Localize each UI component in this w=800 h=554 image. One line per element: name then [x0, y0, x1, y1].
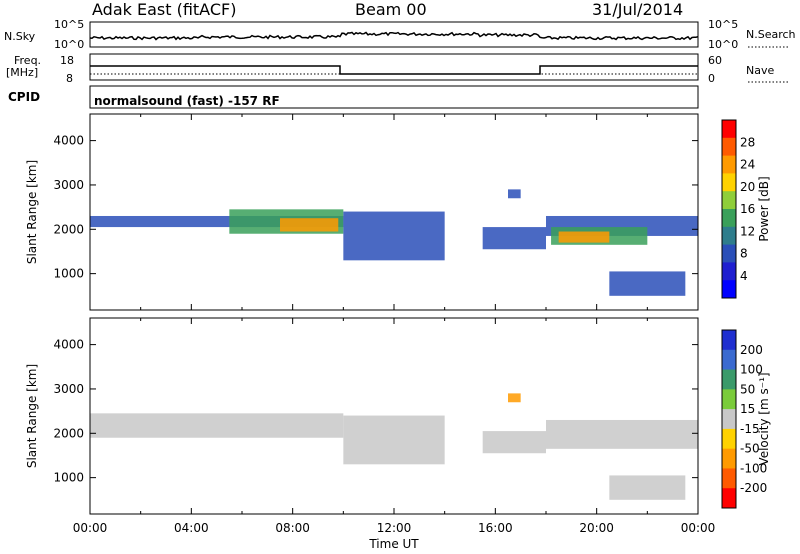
- y-tick-label: 1000: [53, 267, 84, 281]
- y-tick-label: 2000: [53, 222, 84, 236]
- velocity-panel: 1000 2000 3000 4000 Slant Range [km] 200 100 50…: [25, 317, 771, 551]
- data-band-1-3: [482, 431, 546, 454]
- nsearch-tick-high: 10^5: [708, 18, 739, 31]
- nsky-tick-high: 10^5: [54, 18, 85, 31]
- colorbar-swatch: [722, 330, 736, 351]
- colorbar-swatch: [722, 389, 736, 410]
- colorbar-tick-label: 100: [740, 363, 763, 377]
- data-band-0-9: [609, 271, 686, 296]
- freq-tick-high: 18: [60, 54, 74, 67]
- y-axis-label: Slant Range [km]: [25, 160, 39, 264]
- nave-tick-low: 0: [708, 72, 715, 85]
- x-tick-label: 00:00: [73, 521, 108, 535]
- colorbar-swatch: [722, 262, 736, 281]
- colorbar-swatch: [722, 137, 736, 157]
- colorbar-tick-label: 200: [740, 343, 763, 357]
- data-band-0-8: [558, 231, 610, 243]
- data-band-0-3: [343, 211, 445, 261]
- colorbar-tick-label: -50: [740, 442, 760, 456]
- y-tick-label: 4000: [53, 338, 84, 352]
- radar-title: Adak East (fitACF): [92, 0, 237, 19]
- data-band-0-2: [280, 218, 339, 232]
- y-axis-label: Slant Range [km]: [25, 364, 39, 468]
- nave-tick-high: 60: [708, 54, 722, 67]
- colorbar-swatch: [722, 120, 736, 139]
- nsearch-label: N.Search: [746, 28, 796, 41]
- colorbar-swatch: [722, 349, 736, 371]
- colorbar-tick-label: 16: [740, 202, 755, 216]
- colorbar-tick-label: -15: [740, 422, 760, 436]
- colorbar-tick-label: 24: [740, 158, 755, 172]
- cpid-panel-frame: [89, 85, 699, 109]
- colorbar-swatch: [722, 226, 736, 246]
- colorbar-swatch: [722, 428, 736, 450]
- data-band-0-0: [90, 215, 344, 228]
- nsearch-tick-low: 10^0: [708, 38, 739, 51]
- colorbar-swatch: [722, 191, 736, 210]
- colorbar-swatch: [722, 173, 736, 192]
- colorbar-swatch: [722, 280, 736, 299]
- nsky-panel-frame: [89, 21, 699, 48]
- freq-unit: [MHz]: [6, 66, 39, 79]
- colorbar-swatch: [722, 448, 736, 469]
- x-tick-label: 12:00: [377, 521, 412, 535]
- data-band-1-4: [546, 419, 698, 449]
- colorbar-tick-label: 28: [740, 135, 755, 149]
- colorbar-tick-label: 8: [740, 247, 748, 261]
- colorbar-label: Power [dB]: [757, 176, 771, 241]
- beam-title: Beam 00: [355, 0, 427, 19]
- data-band-1-2: [508, 393, 521, 403]
- nsky-label: N.Sky: [4, 30, 36, 43]
- date-title: 31/Jul/2014: [592, 0, 684, 19]
- colorbar-label: Velocity [m s⁻¹]: [757, 372, 771, 465]
- colorbar-tick-label: 15: [740, 402, 755, 416]
- colorbar-tick-label: 12: [740, 224, 755, 238]
- x-tick-label: 20:00: [579, 521, 614, 535]
- y-tick-label: 1000: [53, 471, 84, 485]
- colorbar-tick-label: -100: [740, 461, 767, 475]
- freq-label: Freq.: [14, 54, 42, 67]
- cpid-text: normalsound (fast) -157 RF: [94, 94, 280, 108]
- colorbar-swatch: [722, 209, 736, 228]
- data-band-1-1: [343, 415, 445, 465]
- colorbar-swatch: [722, 244, 736, 263]
- colorbar-swatch: [722, 369, 736, 390]
- x-tick-label: 04:00: [174, 521, 209, 535]
- y-tick-label: 3000: [53, 382, 84, 396]
- y-tick-label: 3000: [53, 178, 84, 192]
- freq-tick-low: 8: [66, 72, 73, 85]
- cpid-label: CPID: [8, 90, 41, 104]
- y-tick-label: 2000: [53, 426, 84, 440]
- colorbar-swatch: [722, 155, 736, 174]
- colorbar-tick-label: -200: [740, 481, 767, 495]
- freq-trace: [90, 65, 698, 75]
- colorbar-swatch: [722, 468, 736, 489]
- colorbar-swatch: [722, 488, 736, 509]
- colorbar-frame: [721, 119, 737, 299]
- x-axis-label: Time UT: [368, 537, 419, 551]
- data-band-1-0: [90, 413, 344, 438]
- nsky-tick-low: 10^0: [54, 38, 85, 51]
- colorbar-frame: [721, 329, 737, 509]
- data-band-0-4: [482, 227, 546, 250]
- colorbar-swatch: [722, 409, 736, 430]
- freq-panel-frame: [89, 53, 699, 81]
- x-tick-label: 00:00: [681, 521, 716, 535]
- y-tick-label: 4000: [53, 134, 84, 148]
- colorbar-tick-label: 50: [740, 382, 755, 396]
- power-panel: 1000 2000 3000 4000 Slant Range [km] 28 24 20 16…: [25, 113, 771, 311]
- data-band-0-5: [508, 189, 521, 199]
- colorbar-tick-label: 4: [740, 269, 748, 283]
- x-tick-label: 16:00: [478, 521, 513, 535]
- data-band-1-5: [609, 475, 686, 500]
- x-tick-label: 08:00: [275, 521, 310, 535]
- nsky-trace: [89, 31, 699, 41]
- nave-label: Nave: [746, 64, 775, 77]
- colorbar-tick-label: 20: [740, 180, 755, 194]
